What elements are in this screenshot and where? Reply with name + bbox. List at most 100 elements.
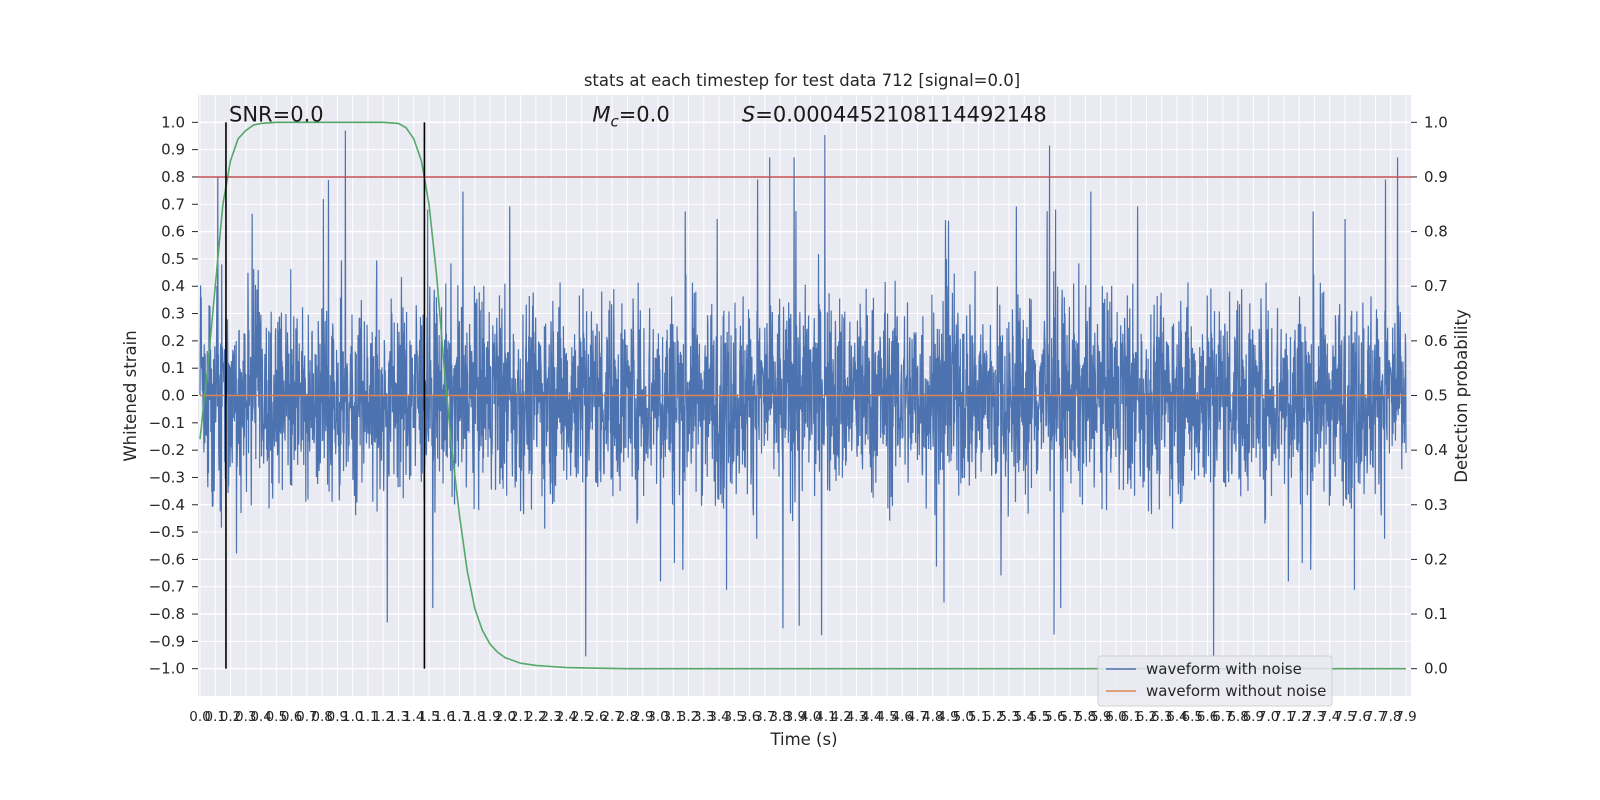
x-tick-label-71: 7.1 xyxy=(1273,709,1294,725)
x-tick-label-31: 3.1 xyxy=(662,709,683,725)
x-tick-label-32: 3.2 xyxy=(678,709,699,725)
x-axis-ticks: 0.00.10.20.30.40.50.60.70.80.91.01.11.21… xyxy=(189,709,1416,725)
reference-lines xyxy=(198,122,1411,669)
x-tick-label-5: 0.5 xyxy=(266,709,287,725)
x-tick-label-58: 5.8 xyxy=(1075,709,1096,725)
x-tick-label-22: 2.2 xyxy=(525,709,546,725)
y-tick-label-17: 0.7 xyxy=(161,195,185,213)
x-tick-label-75: 7.5 xyxy=(1334,709,1355,725)
x-tick-label-40: 4.0 xyxy=(800,709,821,725)
x-tick-label-9: 0.9 xyxy=(327,709,348,725)
y2-tick-label-10: 1.0 xyxy=(1424,113,1448,131)
x-tick-label-64: 6.4 xyxy=(1166,709,1187,725)
x-tick-label-47: 4.7 xyxy=(907,709,928,725)
x-tick-label-70: 7.0 xyxy=(1258,709,1279,725)
y-axis-ticks: −1.0 −0.9 −0.8 −0.7 −0.6 −0.5 −0.4 −0.3 −0.2 −0.1… xyxy=(149,113,198,678)
x-tick-label-18: 1.8 xyxy=(464,709,485,725)
x-tick-label-55: 5.5 xyxy=(1029,709,1050,725)
x-tick-label-24: 2.4 xyxy=(556,709,577,725)
x-tick-label-65: 6.5 xyxy=(1182,709,1203,725)
y-tick-label-6: −0.4 xyxy=(149,496,185,514)
x-tick-label-53: 5.3 xyxy=(998,709,1019,725)
x-tick-label-10: 1.0 xyxy=(342,709,363,725)
annotation-0: SNR=0.0 xyxy=(229,102,324,126)
y2-tick-label-0: 0.0 xyxy=(1424,660,1448,678)
y-axis-label: Whitened strain xyxy=(121,330,140,461)
y-tick-label-15: 0.5 xyxy=(161,250,185,268)
y2-tick-label-1: 0.1 xyxy=(1424,605,1448,623)
x-tick-label-37: 3.7 xyxy=(754,709,775,725)
x-tick-label-48: 4.8 xyxy=(922,709,943,725)
y-tick-label-19: 0.9 xyxy=(161,141,185,159)
x-tick-label-39: 3.9 xyxy=(785,709,806,725)
x-tick-label-51: 5.1 xyxy=(968,709,989,725)
legend: waveform with noise waveform without nois… xyxy=(1097,655,1333,707)
y2-tick-label-2: 0.2 xyxy=(1424,550,1448,568)
y-tick-label-12: 0.2 xyxy=(161,332,185,350)
x-tick-label-68: 6.8 xyxy=(1227,709,1248,725)
y2-axis-label: Detection probability xyxy=(1452,309,1471,483)
x-tick-label-7: 0.7 xyxy=(296,709,317,725)
y-tick-label-0: −1.0 xyxy=(149,660,185,678)
annotation-1: Mc=0.0 xyxy=(592,102,669,130)
x-tick-label-6: 0.6 xyxy=(281,709,302,725)
y-tick-label-11: 0.1 xyxy=(161,359,185,377)
x-tick-label-8: 0.8 xyxy=(311,709,332,725)
x-tick-label-29: 2.9 xyxy=(632,709,653,725)
y-tick-label-1: −0.9 xyxy=(149,632,185,650)
x-tick-label-36: 3.6 xyxy=(739,709,760,725)
x-tick-label-57: 5.7 xyxy=(1059,709,1080,725)
y-tick-label-4: −0.6 xyxy=(149,550,185,568)
x-tick-label-50: 5.0 xyxy=(953,709,974,725)
x-tick-label-72: 7.2 xyxy=(1288,709,1309,725)
legend-label-1: waveform without noise xyxy=(1146,682,1326,700)
x-tick-label-63: 6.3 xyxy=(1151,709,1172,725)
x-tick-label-69: 6.9 xyxy=(1243,709,1264,725)
x-tick-label-46: 4.6 xyxy=(891,709,912,725)
x-tick-label-2: 0.2 xyxy=(220,709,241,725)
x-tick-label-61: 6.1 xyxy=(1120,709,1141,725)
x-tick-label-67: 6.7 xyxy=(1212,709,1233,725)
y2-tick-label-4: 0.4 xyxy=(1424,441,1448,459)
series-detection-probability xyxy=(199,121,1406,670)
detection-probability-line xyxy=(199,121,1406,670)
x-tick-label-52: 5.2 xyxy=(983,709,1004,725)
y-tick-label-3: −0.7 xyxy=(149,578,185,596)
y-tick-label-8: −0.2 xyxy=(149,441,185,459)
y-tick-label-5: −0.5 xyxy=(149,523,185,541)
annotation-2: S=0.0004452108114492148 xyxy=(742,102,1047,126)
x-tick-label-77: 7.7 xyxy=(1365,709,1386,725)
chart-title: stats at each timestep for test data 712… xyxy=(584,71,1020,90)
x-tick-label-26: 2.6 xyxy=(586,709,607,725)
y2-tick-label-8: 0.8 xyxy=(1424,223,1448,241)
x-tick-label-4: 0.4 xyxy=(250,709,271,725)
y2-tick-label-6: 0.6 xyxy=(1424,332,1448,350)
y-tick-label-10: 0.0 xyxy=(161,387,185,405)
x-tick-label-13: 1.3 xyxy=(388,709,409,725)
x-axis-label: Time (s) xyxy=(769,730,837,749)
y2-tick-label-7: 0.7 xyxy=(1424,277,1448,295)
x-tick-label-56: 5.6 xyxy=(1044,709,1065,725)
x-tick-label-73: 7.3 xyxy=(1304,709,1325,725)
x-tick-label-54: 5.4 xyxy=(1014,709,1035,725)
x-tick-label-28: 2.8 xyxy=(617,709,638,725)
x-tick-label-25: 2.5 xyxy=(571,709,592,725)
x-tick-label-44: 4.4 xyxy=(861,709,882,725)
y2-tick-label-9: 0.9 xyxy=(1424,168,1448,186)
x-tick-label-38: 3.8 xyxy=(769,709,790,725)
y2-tick-label-3: 0.3 xyxy=(1424,496,1448,514)
annotations: SNR=0.0 Mc=0.0 S=0.0004452108114492148 xyxy=(229,102,1047,130)
waveform-with-noise-line xyxy=(199,130,1407,657)
x-tick-label-15: 1.5 xyxy=(418,709,439,725)
x-tick-label-43: 4.3 xyxy=(846,709,867,725)
x-tick-label-16: 1.6 xyxy=(434,709,455,725)
x-tick-label-79: 7.9 xyxy=(1395,709,1416,725)
x-tick-label-30: 3.0 xyxy=(647,709,668,725)
x-tick-label-78: 7.8 xyxy=(1380,709,1401,725)
y-tick-label-20: 1.0 xyxy=(161,113,185,131)
x-tick-label-41: 4.1 xyxy=(815,709,836,725)
x-tick-label-59: 5.9 xyxy=(1090,709,1111,725)
x-tick-label-20: 2.0 xyxy=(495,709,516,725)
x-tick-label-23: 2.3 xyxy=(540,709,561,725)
